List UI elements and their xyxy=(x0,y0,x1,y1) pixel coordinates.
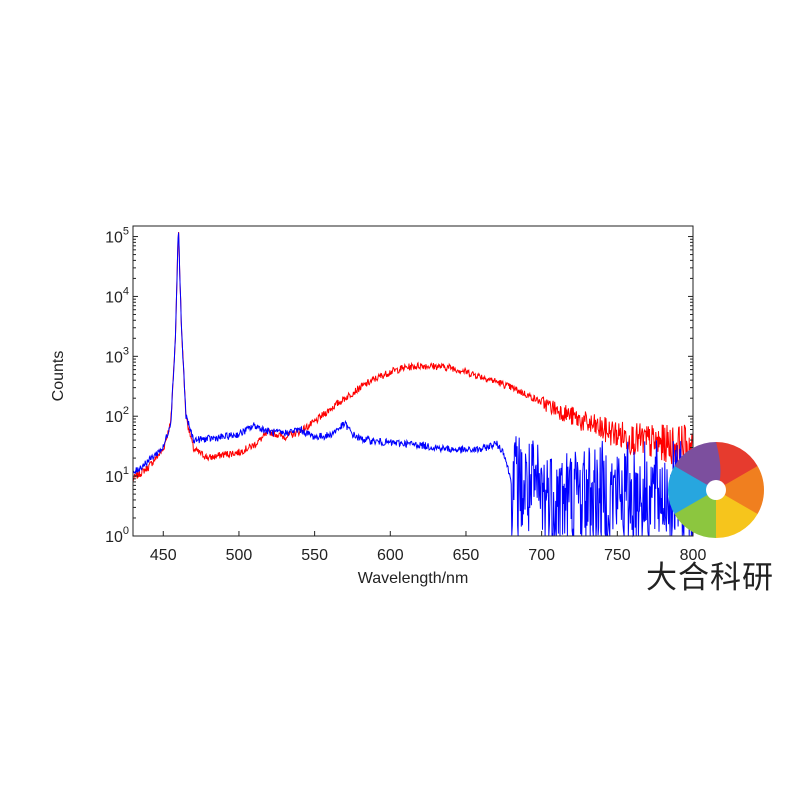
x-tick-label: 800 xyxy=(680,547,707,564)
y-tick-label: 104 xyxy=(105,285,129,306)
x-tick-label: 500 xyxy=(226,547,253,564)
x-axis-label: Wavelength/nm xyxy=(358,570,469,587)
y-tick-label: 100 xyxy=(105,525,129,546)
y-axis-label: Counts xyxy=(50,351,67,402)
x-tick-label: 550 xyxy=(301,547,328,564)
y-tick-label: 103 xyxy=(105,345,129,366)
logo-petal xyxy=(674,442,721,490)
x-tick-label: 450 xyxy=(150,547,177,564)
y-tick-label: 105 xyxy=(105,226,129,247)
ticks: 450 500 550 600 650 700 750 800 100 101 102 103 104 1… xyxy=(105,226,706,564)
plot-frame xyxy=(132,225,694,537)
logo-petal xyxy=(716,442,758,491)
x-tick-label: 600 xyxy=(377,547,404,564)
logo-petal xyxy=(674,489,716,538)
logo-center xyxy=(706,480,726,500)
x-tick-label: 650 xyxy=(453,547,480,564)
x-tick-label: 700 xyxy=(528,547,555,564)
y-tick-label: 102 xyxy=(105,405,129,426)
plot-lines xyxy=(132,231,694,538)
series-line-0 xyxy=(132,231,694,482)
watermark-text: 大合科研 xyxy=(646,560,774,596)
logo-petal xyxy=(711,490,758,538)
x-tick-label: 750 xyxy=(604,547,631,564)
y-tick-label: 101 xyxy=(105,465,129,486)
series-line-1 xyxy=(132,232,694,538)
